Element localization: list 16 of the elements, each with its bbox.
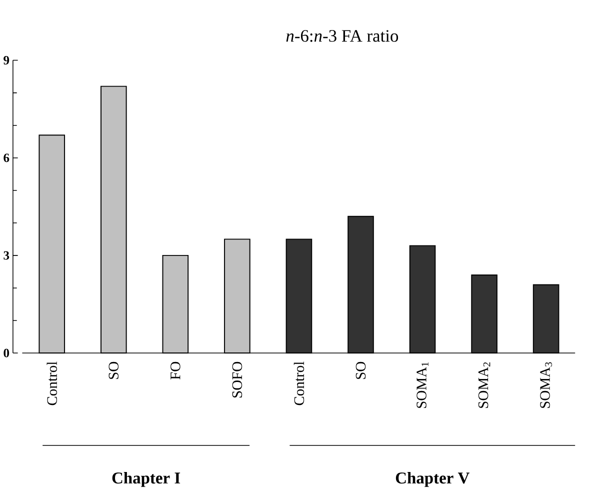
x-tick-label: Control — [294, 362, 304, 406]
x-tick-label: SO — [356, 362, 366, 379]
text: Chapter I — [112, 472, 180, 487]
text: Chapter V — [396, 472, 470, 487]
y-tick-label: 0 — [4, 348, 10, 358]
y-tick-label: 9 — [4, 56, 10, 65]
x-tick-label: SOMA$_{1}$ — [416, 362, 428, 408]
y-tick-label: 3 — [4, 251, 10, 260]
x-tick-label: SO — [108, 362, 119, 379]
x-tick-label: Control — [46, 362, 57, 406]
chart-title: n-6:n-3 FA ratio — [286, 30, 398, 42]
x-tick-label: FO — [170, 362, 180, 380]
x-tick-label: SOMA$_{2}$ — [478, 362, 490, 408]
y-tick-label: 6 — [4, 154, 10, 162]
x-tick-label: SOFO — [232, 362, 242, 398]
x-tick-label: SOMA$_{3}$ — [540, 362, 552, 408]
